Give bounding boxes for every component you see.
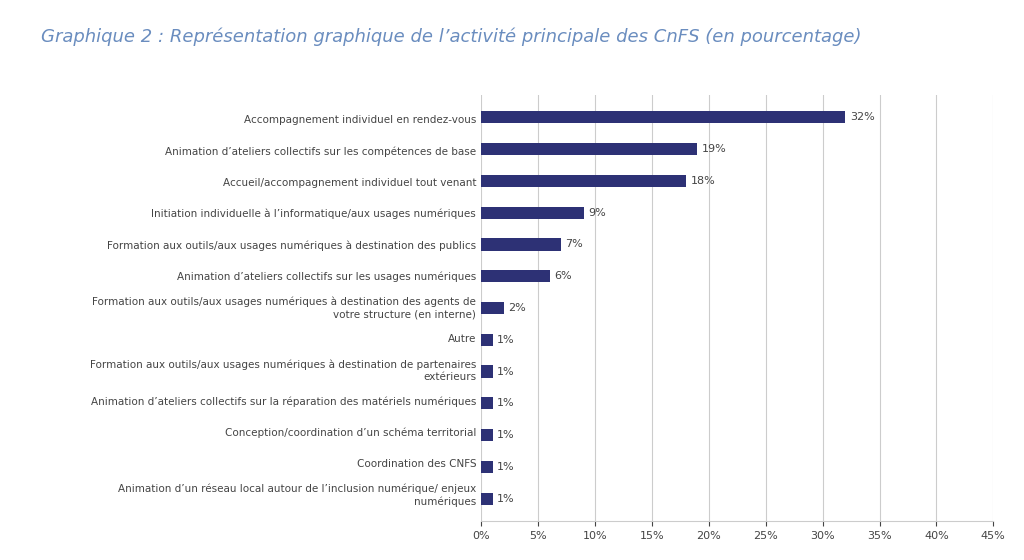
Bar — [481, 334, 493, 346]
Text: Formation aux outils/aux usages numériques à destination des agents de
votre str: Formation aux outils/aux usages numériqu… — [92, 297, 476, 319]
Text: Coordination des CNFS: Coordination des CNFS — [356, 459, 476, 469]
Text: 1%: 1% — [498, 462, 515, 472]
Text: 18%: 18% — [690, 176, 716, 186]
Bar — [481, 493, 493, 505]
Text: Accompagnement individuel en rendez-vous: Accompagnement individuel en rendez-vous — [244, 115, 476, 125]
Text: Formation aux outils/aux usages numériques à destination des publics: Formation aux outils/aux usages numériqu… — [108, 240, 476, 251]
Text: 1%: 1% — [498, 398, 515, 408]
Text: Autre: Autre — [447, 334, 476, 344]
Text: Graphique 2 : Représentation graphique de l’activité principale des CnFS (en pou: Graphique 2 : Représentation graphique d… — [41, 28, 861, 46]
Text: Accueil/accompagnement individuel tout venant: Accueil/accompagnement individuel tout v… — [222, 178, 476, 188]
Bar — [481, 429, 493, 441]
Bar — [481, 270, 550, 282]
Text: 1%: 1% — [498, 367, 515, 376]
Text: Animation d’un réseau local autour de l’inclusion numérique/ enjeux
numériques: Animation d’un réseau local autour de l’… — [118, 484, 476, 507]
Bar — [481, 239, 561, 250]
Text: Conception/coordination d’un schéma territorial: Conception/coordination d’un schéma terr… — [225, 428, 476, 438]
Text: 7%: 7% — [565, 240, 584, 249]
Text: 19%: 19% — [702, 144, 727, 154]
Text: 1%: 1% — [498, 430, 515, 440]
Text: 6%: 6% — [554, 271, 571, 281]
Text: Initiation individuelle à l’informatique/aux usages numériques: Initiation individuelle à l’informatique… — [152, 209, 476, 220]
Bar — [481, 397, 493, 409]
Bar — [481, 366, 493, 377]
Text: Animation d’ateliers collectifs sur les compétences de base: Animation d’ateliers collectifs sur les … — [165, 147, 476, 157]
Text: Formation aux outils/aux usages numériques à destination de partenaires
extérieu: Formation aux outils/aux usages numériqu… — [90, 359, 476, 382]
Bar — [481, 302, 504, 314]
Bar — [481, 207, 584, 219]
Bar — [481, 175, 686, 187]
Text: 32%: 32% — [850, 113, 874, 123]
Bar — [481, 143, 697, 155]
Text: 1%: 1% — [498, 335, 515, 345]
Bar — [481, 461, 493, 473]
Text: 2%: 2% — [509, 303, 526, 313]
Text: 9%: 9% — [588, 208, 606, 218]
Bar — [481, 111, 846, 123]
Text: 1%: 1% — [498, 493, 515, 503]
Text: Animation d’ateliers collectifs sur les usages numériques: Animation d’ateliers collectifs sur les … — [177, 272, 476, 282]
Text: Animation d’ateliers collectifs sur la réparation des matériels numériques: Animation d’ateliers collectifs sur la r… — [91, 396, 476, 407]
